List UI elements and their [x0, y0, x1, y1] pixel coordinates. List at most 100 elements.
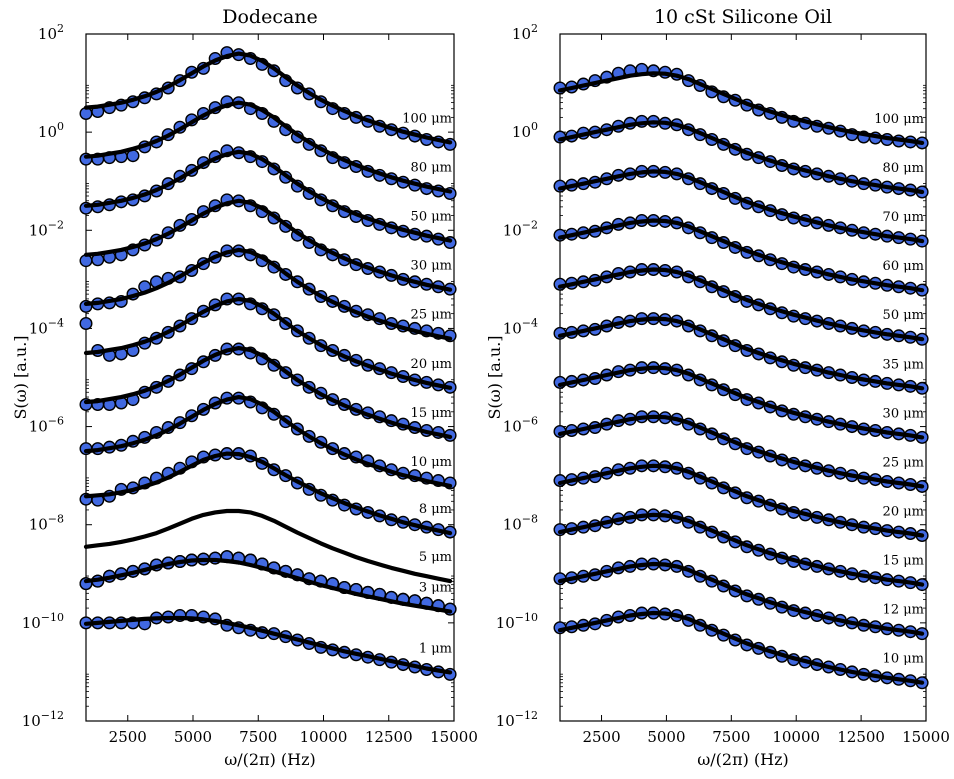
y-tick-label: 10−6: [503, 415, 538, 436]
fit-curve: [557, 169, 925, 244]
x-tick-label: 5000: [174, 728, 212, 746]
chart-title: 10 cSt Silicone Oil: [654, 6, 832, 28]
series-group: 30 μm: [553, 361, 929, 444]
x-tick-label: 12500: [837, 728, 885, 746]
y-tick-label: 10−2: [29, 218, 64, 239]
series-group: 1 μm: [79, 608, 457, 681]
series-group: 80 μm: [553, 114, 929, 199]
y-axis-label: S(ω) [a.u.]: [485, 335, 504, 419]
series-group: 70 μm: [553, 164, 929, 248]
series-label: 80 μm: [883, 161, 924, 176]
series-label: 50 μm: [883, 308, 924, 323]
y-tick-label: 10−12: [496, 709, 538, 730]
series-group: 25 μm: [553, 410, 929, 493]
series-label: 5 μm: [419, 550, 452, 565]
series-label: 30 μm: [883, 406, 924, 421]
y-tick-label: 10−4: [503, 316, 538, 337]
series-group: 20 μm: [553, 459, 929, 543]
chart-title: Dodecane: [222, 6, 318, 28]
x-axis-label: ω/(2π) (Hz): [224, 750, 316, 769]
series-label: 50 μm: [411, 210, 452, 225]
series-group: 15 μm: [553, 508, 929, 592]
fit-curve: [83, 615, 453, 675]
fit-curve: [83, 149, 453, 243]
y-tick-label: 100: [512, 120, 538, 141]
series-label: 25 μm: [883, 455, 924, 470]
fit-curve: [83, 51, 453, 145]
series-group: 8 μm: [79, 447, 457, 539]
fit-curve: [557, 267, 925, 342]
series-label: 100 μm: [874, 112, 924, 127]
y-tick-label: 10−12: [22, 709, 64, 730]
series-group: 12 μm: [553, 557, 929, 641]
series-group: 20 μm: [79, 292, 457, 394]
chart-panel: 10 cSt Silicone Oil ω/(2π) (Hz) S(ω) [a.u.…: [485, 6, 950, 769]
series-label: 15 μm: [883, 554, 924, 569]
series-label: 70 μm: [883, 210, 924, 225]
fit-curve: [83, 451, 453, 536]
y-tick-label: 102: [38, 22, 64, 43]
series-label: 15 μm: [411, 406, 452, 421]
series-label: 25 μm: [411, 308, 452, 323]
series-label: 1 μm: [419, 641, 452, 656]
fit-curve: [557, 71, 925, 145]
series-label: 35 μm: [883, 357, 924, 372]
series-label: 12 μm: [883, 603, 924, 618]
x-tick-label: 2500: [109, 728, 147, 746]
series-group: 50 μm: [79, 144, 457, 250]
fit-curve: [557, 218, 925, 293]
data-point: [79, 317, 93, 331]
y-tick-label: 10−8: [503, 513, 538, 534]
y-tick-label: 100: [38, 120, 64, 141]
x-axis-label: ω/(2π) (Hz): [697, 750, 789, 769]
fit-curve: [83, 557, 453, 614]
series-group: 25 μm: [79, 244, 457, 343]
series-group: 100 μm: [79, 46, 457, 151]
fit-curve: [83, 346, 453, 439]
chart-panel: Dodecane ω/(2π) (Hz) S(ω) [a.u.] 2500 5000 75…: [11, 6, 478, 769]
y-tick-label: 102: [512, 22, 538, 43]
fit-curve: [83, 100, 453, 194]
x-tick-label: 7500: [712, 728, 750, 746]
series-group: 80 μm: [79, 95, 457, 200]
y-tick-label: 10−2: [503, 218, 538, 239]
series-group: 10 μm: [553, 606, 929, 690]
series-label: 100 μm: [402, 111, 452, 126]
series-group: 50 μm: [553, 263, 929, 346]
fit-curve: [83, 395, 453, 488]
fit-curve: [83, 296, 453, 390]
fit-curve: [557, 512, 925, 587]
series-label: 60 μm: [883, 259, 924, 274]
fit-curve: [557, 463, 925, 538]
series-label: 10 μm: [883, 652, 924, 667]
fit-curve: [557, 120, 925, 195]
x-tick-label: 15000: [430, 728, 478, 746]
x-tick-label: 5000: [647, 728, 685, 746]
fit-curve: [557, 610, 925, 685]
fit-curve: [83, 247, 453, 341]
series-group: 15 μm: [79, 342, 457, 442]
fit-curve: [557, 561, 925, 636]
x-tick-label: 15000: [902, 728, 950, 746]
series-group: 30 μm: [79, 193, 457, 296]
y-tick-label: 10−8: [29, 513, 64, 534]
x-tick-label: 10000: [300, 728, 348, 746]
y-tick-label: 10−6: [29, 415, 64, 436]
fit-curve: [557, 316, 925, 391]
series-label: 3 μm: [419, 581, 452, 596]
series-label: 10 μm: [411, 455, 452, 470]
y-tick-label: 10−10: [22, 611, 64, 632]
plot-frame: [85, 33, 455, 722]
series-group: 35 μm: [553, 312, 929, 395]
y-axis-label: S(ω) [a.u.]: [11, 335, 30, 419]
y-tick-label: 10−10: [496, 611, 538, 632]
series-label: 8 μm: [419, 502, 452, 517]
series-group: 60 μm: [553, 213, 929, 297]
y-tick-label: 10−4: [29, 316, 64, 337]
series-label: 20 μm: [411, 357, 452, 372]
x-tick-label: 10000: [772, 728, 820, 746]
fit-curve: [557, 414, 925, 489]
series-group: 10 μm: [79, 391, 457, 490]
